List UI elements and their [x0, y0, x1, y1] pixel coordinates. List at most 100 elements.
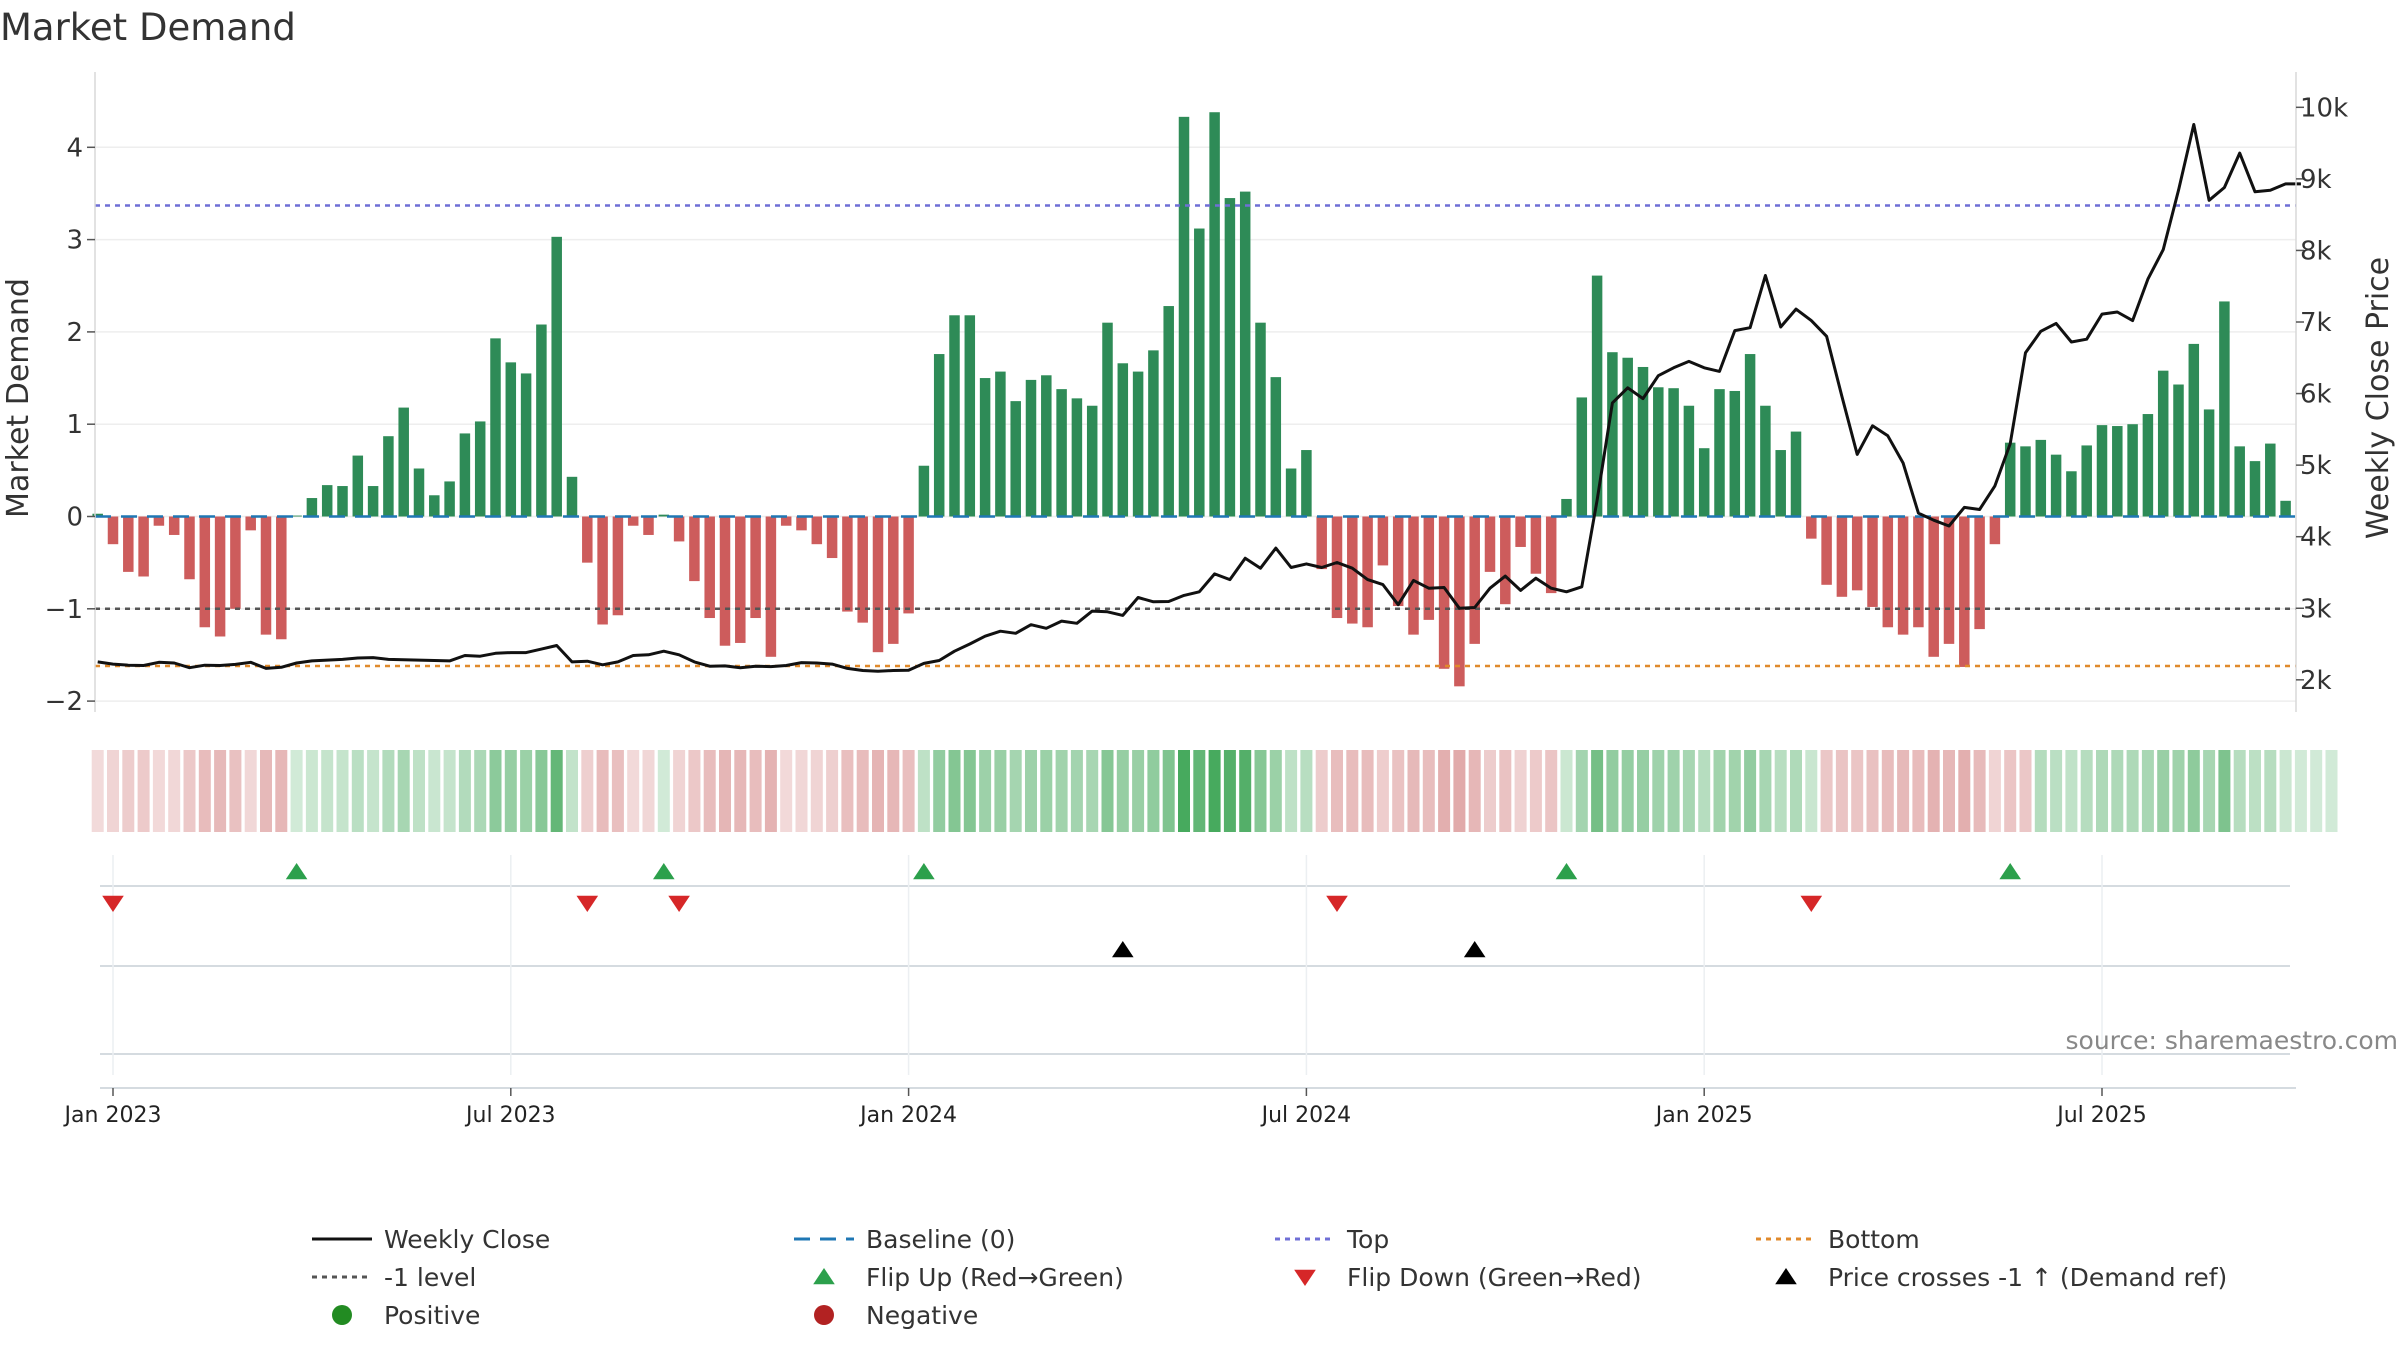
- strip-cell-positive: [1300, 750, 1313, 832]
- strip-cell-negative: [826, 750, 839, 832]
- demand-bar-positive: [413, 468, 425, 517]
- strip-cell-positive: [933, 750, 946, 832]
- demand-bar-positive: [2127, 424, 2138, 517]
- demand-bar-positive: [536, 324, 547, 517]
- demand-bar-positive: [2035, 439, 2047, 517]
- demand-bar-negative: [1882, 516, 1894, 628]
- strip-cell-positive: [1575, 750, 1588, 832]
- strip-cell-negative: [1866, 750, 1879, 832]
- strip-cell-negative: [627, 750, 640, 832]
- strip-cell-negative: [1468, 750, 1481, 832]
- demand-bar-positive: [1163, 306, 1174, 517]
- strip-cell-positive: [1223, 750, 1236, 832]
- demand-bar-negative: [842, 516, 853, 612]
- left-y-tick-label: 2: [66, 318, 83, 348]
- strip-cell-negative: [152, 750, 165, 832]
- legend-label: Top: [1346, 1225, 1389, 1254]
- demand-bar-negative: [582, 516, 593, 563]
- strip-cell-positive: [1055, 750, 1068, 832]
- strip-cell-negative: [2004, 750, 2017, 832]
- demand-bar-negative: [1469, 516, 1480, 644]
- demand-bar-positive: [367, 486, 379, 517]
- strip-cell-positive: [948, 750, 961, 832]
- right-y-tick-label: 4k: [2300, 523, 2332, 553]
- demand-bar-negative: [689, 516, 700, 582]
- demand-bar-positive: [2096, 425, 2108, 517]
- demand-bar-negative: [796, 516, 807, 531]
- strip-cell-positive: [2172, 750, 2185, 832]
- x-tick-label: Jul 2025: [2055, 1103, 2147, 1128]
- chart-title: Market Demand: [0, 6, 296, 49]
- strip-cell-positive: [2050, 750, 2063, 832]
- strip-cell-negative: [611, 750, 624, 832]
- demand-bar-positive: [1668, 388, 1679, 517]
- demand-bar-positive: [383, 436, 394, 517]
- strip-cell-negative: [183, 750, 196, 832]
- demand-bar-negative: [750, 516, 761, 619]
- strip-cell-positive: [1208, 750, 1221, 832]
- demand-bar-positive: [2004, 442, 2016, 517]
- demand-bar-negative: [1821, 516, 1832, 585]
- legend-label: Negative: [866, 1301, 978, 1330]
- strip-cell-positive: [367, 750, 380, 832]
- demand-bar-negative: [1484, 516, 1496, 572]
- strip-cell-positive: [1774, 750, 1787, 832]
- demand-bar-negative: [1545, 516, 1557, 594]
- legend-item-positive-dot: Positive: [332, 1301, 480, 1330]
- strip-cell-negative: [1392, 750, 1405, 832]
- demand-bar-positive: [1591, 275, 1603, 517]
- right-y-tick-label: 9k: [2300, 165, 2332, 195]
- strip-cell-positive: [520, 750, 533, 832]
- demand-bar-positive: [1637, 366, 1649, 517]
- strip-cell-positive: [566, 750, 578, 832]
- strip-cell-negative: [137, 750, 150, 832]
- strip-cell-positive: [305, 750, 318, 832]
- demand-bar-positive: [949, 315, 960, 517]
- demand-bar-negative: [673, 516, 685, 542]
- strip-cell-positive: [443, 750, 456, 832]
- demand-bar-negative: [168, 516, 180, 535]
- demand-bar-positive: [92, 513, 103, 517]
- legend-label: Flip Up (Red→Green): [866, 1263, 1124, 1292]
- demand-bar-negative: [1408, 516, 1419, 635]
- strip-cell-positive: [428, 750, 441, 832]
- right-y-tick-label: 7k: [2300, 308, 2332, 338]
- legend-item-bottom: Bottom: [1756, 1225, 1920, 1254]
- demand-bar-positive: [505, 362, 517, 517]
- strip-cell-negative: [703, 750, 716, 832]
- strip-cell-positive: [535, 750, 548, 832]
- demand-bar-negative: [811, 516, 823, 545]
- legend: Weekly Close Baseline (0) Top Bottom -1 leve…: [312, 1225, 2227, 1330]
- strip-cell-negative: [198, 750, 211, 832]
- left-y-tick-label: 0: [66, 503, 83, 533]
- strip-cell-positive: [336, 750, 349, 832]
- axes: −2 −1 0 1 2 3 4 2k 3k 4k 5k 6k 7k 8k 9k 10k: [45, 72, 2348, 717]
- legend-label: Bottom: [1828, 1225, 1920, 1254]
- right-y-tick-label: 8k: [2300, 236, 2332, 266]
- legend-swatch: [813, 1268, 835, 1285]
- flip-down-marker: [1326, 895, 1348, 912]
- weekly-close-series: [97, 123, 2301, 673]
- demand-bar-negative: [245, 516, 256, 531]
- demand-bar-positive: [1622, 357, 1633, 517]
- strip-cell-negative: [1988, 750, 2001, 832]
- demand-bar-positive: [1010, 401, 1021, 517]
- strip-cell-negative: [122, 750, 135, 832]
- demand-bar-positive: [1698, 448, 1710, 517]
- demand-bar-positive: [1224, 198, 1236, 517]
- demand-bar-positive: [1744, 354, 1756, 517]
- strip-cell-positive: [1698, 750, 1711, 832]
- strip-cell-negative: [1529, 750, 1542, 832]
- demand-bar-negative: [199, 516, 211, 628]
- strip-cell-negative: [1897, 750, 1910, 832]
- left-y-tick-label: −1: [45, 595, 83, 625]
- strip-cell-positive: [2279, 750, 2292, 832]
- demand-bar-positive: [551, 236, 562, 517]
- demand-bar-positive: [2203, 409, 2215, 517]
- strip-cell-positive: [1040, 750, 1053, 832]
- legend-swatch: [814, 1305, 834, 1325]
- strip-cell-positive: [550, 750, 563, 832]
- demand-bar-positive: [964, 315, 976, 517]
- legend-label: Price crosses -1 ↑ (Demand ref): [1828, 1263, 2227, 1292]
